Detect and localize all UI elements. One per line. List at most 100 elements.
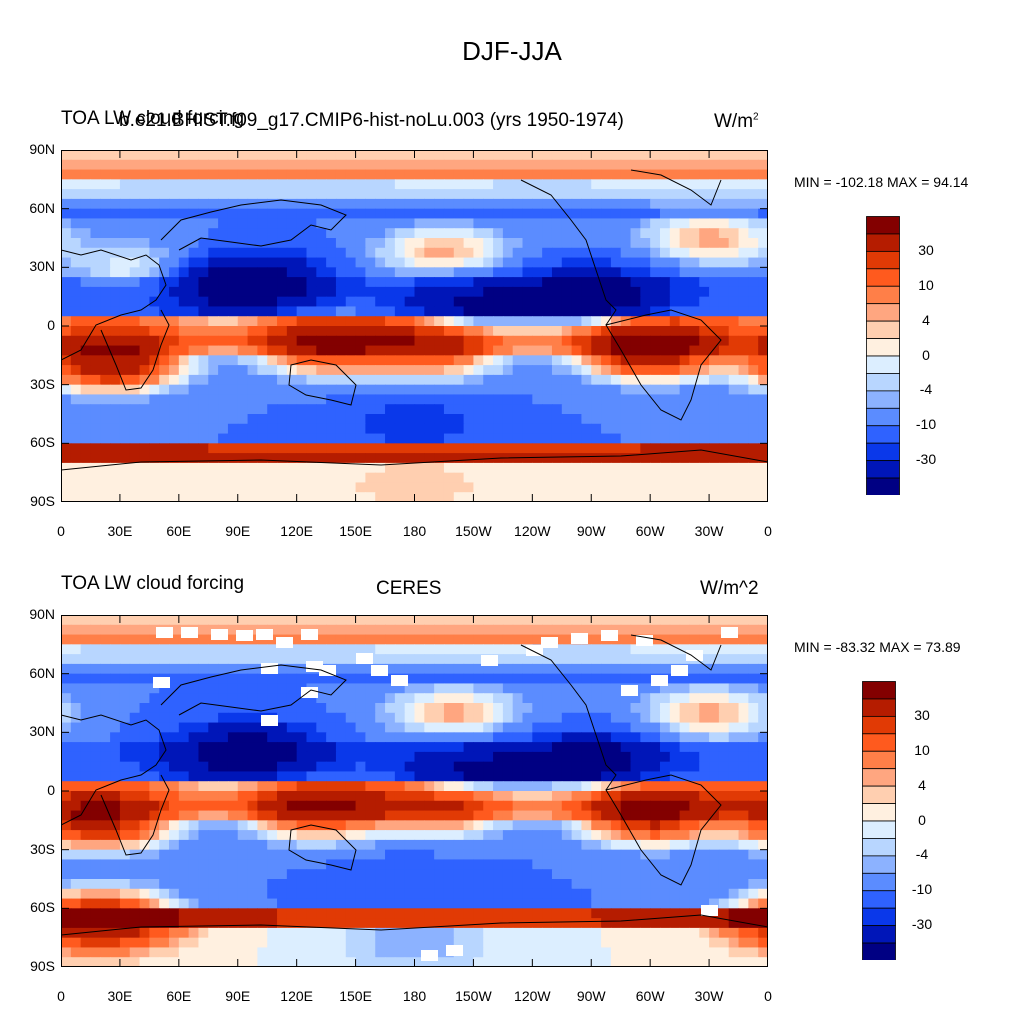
field-cell	[277, 394, 288, 405]
field-cell	[404, 615, 416, 626]
field-cell	[70, 247, 82, 259]
field-cell	[139, 800, 150, 812]
field-cell	[80, 859, 92, 870]
field-cell	[424, 800, 435, 812]
field-cell	[601, 355, 612, 366]
field-cell	[542, 771, 553, 782]
field-cell	[522, 198, 533, 210]
field-cell	[149, 472, 160, 484]
field-cell	[601, 238, 612, 249]
field-cell	[463, 898, 475, 909]
field-cell	[758, 404, 768, 415]
field-cell	[591, 918, 602, 929]
field-cell	[551, 433, 563, 444]
field-cell	[473, 742, 484, 753]
field-cell	[277, 771, 288, 782]
field-cell	[443, 683, 455, 694]
field-cell	[326, 228, 337, 239]
field-cell	[434, 238, 445, 249]
field-cell	[483, 394, 494, 405]
field-cell	[738, 267, 749, 278]
field-cell	[169, 345, 180, 356]
field-cell	[434, 482, 445, 493]
field-cell	[335, 423, 347, 435]
field-cell	[473, 238, 484, 249]
field-cell	[70, 433, 82, 444]
field-cell	[689, 791, 700, 802]
field-cell	[571, 693, 583, 704]
field-cell	[80, 247, 92, 259]
panel2-center-title: CERES	[376, 578, 442, 599]
field-cell	[532, 839, 543, 851]
field-cell	[669, 781, 681, 792]
field-cell	[591, 693, 602, 704]
field-cell	[434, 751, 445, 763]
field-cell	[483, 179, 494, 190]
field-cell	[355, 374, 366, 386]
field-cell	[650, 306, 661, 317]
field-cell	[581, 472, 592, 484]
field-cell	[198, 384, 209, 396]
field-cell	[493, 810, 504, 821]
field-cell	[493, 869, 504, 880]
field-cell	[159, 644, 170, 655]
field-cell	[532, 335, 543, 347]
field-cell	[345, 849, 357, 861]
field-cell	[169, 179, 180, 190]
field-cell	[139, 781, 150, 792]
field-cell	[718, 257, 730, 268]
field-cell	[119, 345, 131, 356]
field-cell	[591, 443, 602, 454]
field-cell	[473, 712, 484, 724]
field-cell	[267, 277, 278, 288]
field-cell	[394, 443, 406, 454]
field-cell	[227, 482, 239, 493]
field-cell	[188, 189, 200, 200]
field-cell	[679, 810, 691, 821]
field-cell	[355, 228, 366, 239]
field-cell	[61, 654, 72, 665]
field-cell	[355, 810, 366, 821]
field-cell	[237, 673, 249, 685]
field-cell	[119, 634, 131, 645]
field-cell	[306, 472, 317, 484]
field-cell	[178, 404, 190, 415]
field-cell	[728, 365, 740, 376]
field-cell	[218, 414, 229, 425]
field-cell	[610, 247, 622, 259]
field-cell	[188, 414, 200, 425]
field-cell	[208, 673, 219, 685]
field-cell	[591, 888, 602, 900]
field-cell	[718, 453, 730, 464]
field-cell	[493, 443, 504, 454]
field-cell	[718, 208, 730, 220]
field-cell	[699, 365, 710, 376]
field-cell	[257, 414, 268, 425]
field-cell	[277, 257, 288, 268]
field-cell	[522, 179, 533, 190]
field-cell	[610, 179, 622, 190]
field-cell	[110, 218, 121, 229]
field-cell	[139, 712, 150, 724]
field-cell	[748, 198, 759, 210]
field-cell	[561, 683, 573, 694]
field-cell	[620, 238, 632, 249]
field-cell	[70, 296, 82, 308]
field-cell	[473, 722, 484, 733]
field-cell	[375, 238, 386, 249]
field-cell	[679, 247, 691, 259]
field-cell	[70, 306, 82, 317]
field-cell	[728, 384, 740, 396]
field-cell	[110, 927, 121, 939]
field-cell	[227, 414, 239, 425]
field-cell	[296, 859, 308, 870]
field-cell	[208, 644, 219, 655]
field-cell	[80, 433, 92, 444]
field-cell	[178, 198, 190, 210]
field-cell	[493, 404, 504, 415]
field-cell	[689, 703, 700, 714]
field-cell	[483, 316, 494, 327]
field-cell	[699, 634, 710, 645]
field-cell	[434, 761, 445, 773]
field-cell	[659, 208, 671, 220]
